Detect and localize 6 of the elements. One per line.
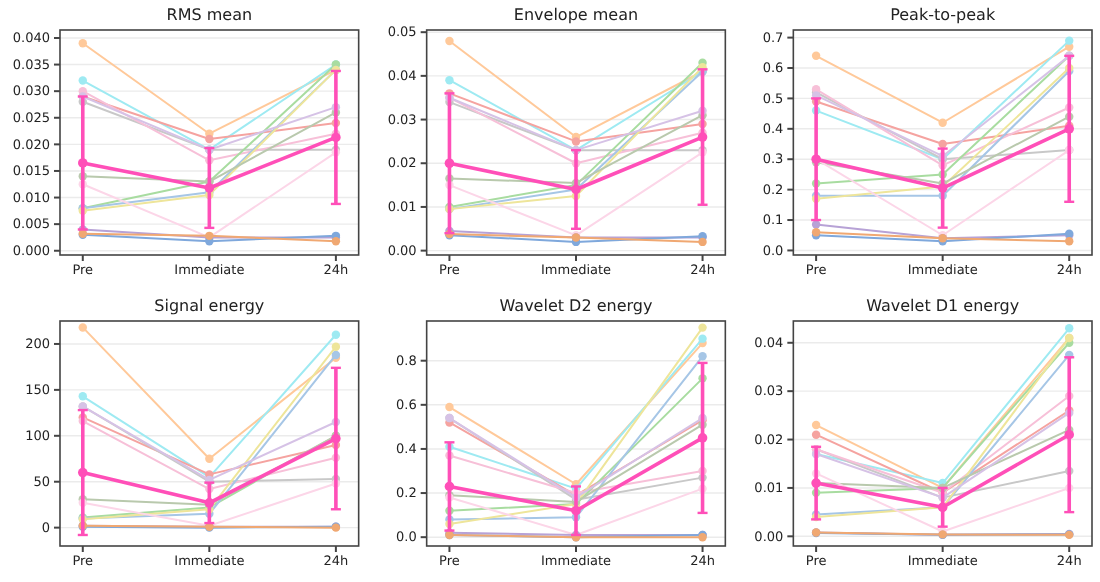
chart-title: Signal energy [154, 297, 265, 315]
chart-title: Wavelet D1 energy [866, 297, 1020, 315]
chart-title: Peak-to-peak [890, 6, 996, 24]
chart-title: Wavelet D2 energy [499, 297, 653, 315]
chart-title: RMS mean [166, 6, 253, 24]
chart-title: Envelope mean [513, 6, 639, 24]
